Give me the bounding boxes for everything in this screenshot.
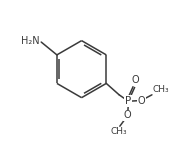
Text: O: O <box>132 75 139 85</box>
Text: CH₃: CH₃ <box>153 85 169 94</box>
Text: O: O <box>137 95 145 106</box>
Text: CH₃: CH₃ <box>111 127 127 136</box>
Text: P: P <box>125 96 132 106</box>
Text: H₂N: H₂N <box>21 36 40 46</box>
Text: O: O <box>124 110 132 121</box>
